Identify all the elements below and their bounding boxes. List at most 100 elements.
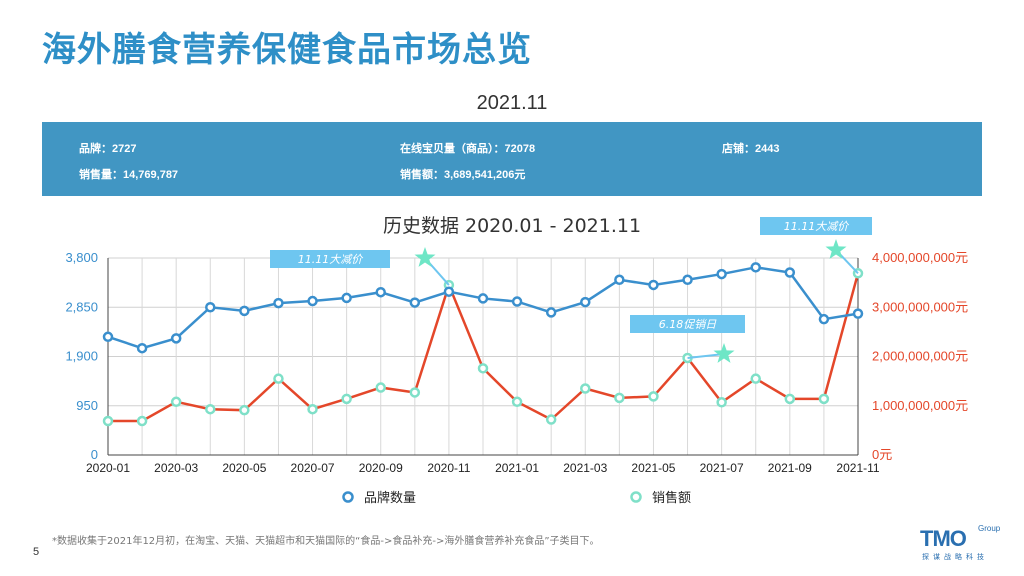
brand-count-point — [818, 313, 830, 325]
sales-revenue-point — [818, 393, 830, 405]
brand-count-point — [750, 262, 761, 273]
y-left-tick-label: 950 — [76, 398, 98, 413]
sales-revenue-point — [750, 373, 761, 384]
y-left-tick-label: 3,800 — [65, 250, 98, 265]
x-tick-label: 2021-01 — [495, 461, 539, 475]
stat-sales-volume-value: 14,769,787 — [123, 169, 179, 181]
y-left-tick-label: 0 — [91, 447, 98, 462]
brand-count-point — [580, 296, 591, 308]
star-icon — [825, 239, 847, 259]
report-period: 2021.11 — [476, 92, 548, 114]
stat-items: 在线宝贝量（商品）：72078 — [400, 140, 535, 156]
stat-sales-volume-label: 销售量： — [79, 169, 123, 181]
x-tick-label: 2021-07 — [700, 461, 744, 475]
sales-revenue-point — [477, 363, 489, 374]
chart-grid — [108, 257, 859, 455]
x-tick-label: 2021-09 — [768, 461, 812, 475]
x-tick-label: 2021-05 — [631, 461, 675, 475]
brand-count-point — [273, 297, 284, 309]
brand-count-point — [239, 305, 250, 317]
stat-revenue-value: 3,689,541,206元 — [444, 169, 526, 181]
x-tick-label: 2020-09 — [359, 461, 403, 475]
y-right-tick-label: 3,000,000,000元 — [872, 299, 968, 314]
sales-revenue-point — [136, 415, 148, 427]
x-tick-label: 2020-05 — [222, 461, 266, 475]
brand-count-point — [682, 274, 693, 286]
stat-brand-value: 2727 — [112, 143, 137, 155]
sales-revenue-point — [239, 404, 250, 416]
sales-revenue-point — [580, 383, 591, 394]
chart-markers — [102, 262, 864, 427]
stat-items-label: 在线宝贝量（商品）： — [400, 143, 505, 155]
stat-brand: 品牌：2727 — [79, 140, 136, 156]
logo-group-text: Group — [978, 524, 1001, 533]
sales-revenue-point — [205, 403, 216, 415]
brand-count-point — [511, 296, 523, 307]
sales-revenue-point — [375, 382, 386, 393]
sales-revenue-point — [784, 393, 796, 405]
stat-shops-value: 2443 — [755, 143, 780, 155]
y-right-tick-label: 2,000,000,000元 — [872, 349, 968, 364]
annotation-label: 11.11大减价 — [298, 253, 363, 266]
legend-sales-label: 销售额 — [652, 490, 691, 506]
chart-title: 历史数据 2020.01 - 2021.11 — [383, 215, 641, 237]
footnote: *数据收集于2021年12月初，在淘宝、天猫、天猫超市和天猫国际的“食品->食品… — [52, 536, 600, 547]
legend-brand-label: 品牌数量 — [364, 490, 416, 506]
sales-revenue-point — [341, 393, 352, 405]
page-number: 5 — [33, 546, 40, 558]
brand-count-point — [375, 286, 386, 298]
annotation-box — [760, 217, 872, 235]
brand-count-point — [648, 279, 659, 291]
annotation-box — [630, 315, 745, 333]
x-tick-label: 2021-03 — [563, 461, 607, 475]
logo-mark: TMO — [920, 526, 967, 551]
chart-annotations: 11.11大减价 6.18促销日 11.11大减价 — [270, 217, 872, 363]
y-right-tick-label: 1,000,000,000元 — [872, 398, 968, 413]
stat-shops-label: 店铺： — [722, 143, 755, 155]
sales-revenue-point — [307, 403, 318, 415]
x-tick-label: 2020-07 — [291, 461, 335, 475]
brand-count-point — [170, 333, 182, 344]
brand-count-point — [545, 307, 557, 318]
x-tick-label: 2020-01 — [86, 461, 130, 475]
brand-count-point — [716, 268, 727, 280]
brand-count-point — [341, 292, 352, 304]
sales-revenue-point — [648, 391, 659, 402]
brand-count-point — [136, 342, 148, 354]
stat-items-value: 72078 — [504, 143, 536, 155]
x-tick-label: 2021-11 — [836, 461, 879, 475]
brand-count-point — [443, 286, 455, 297]
stat-shops: 店铺：2443 — [722, 140, 779, 156]
x-tick-label: 2020-11 — [427, 461, 470, 475]
sales-revenue-point — [170, 396, 182, 408]
annotation-label: 6.18促销日 — [659, 318, 717, 331]
sales-revenue-point — [511, 396, 523, 408]
brand-count-point — [614, 274, 625, 286]
annotation-label: 11.11大减价 — [784, 220, 849, 233]
logo-subtitle: 探谋战略科技 — [922, 553, 988, 561]
sales-revenue-point — [545, 414, 557, 425]
brand-count-point — [102, 331, 114, 343]
star-icon — [414, 247, 436, 267]
x-tick-label: 2020-03 — [154, 461, 198, 475]
brand-count-point — [852, 308, 864, 319]
star-icon — [713, 343, 735, 363]
brand-count-point — [409, 297, 421, 308]
sales-revenue-point — [273, 373, 284, 384]
page-title: 海外膳食营养保健食品市场总览 — [42, 30, 532, 70]
summary-stats-panel: 品牌：2727 销售量：14,769,787 在线宝贝量（商品）：72078 销… — [42, 122, 982, 196]
sales-revenue-point — [614, 392, 625, 404]
stat-brand-label: 品牌： — [79, 143, 112, 155]
annotation-leader-line — [687, 353, 725, 359]
brand-count-point — [477, 293, 489, 304]
chart-legend: 品牌数量 销售额 — [342, 490, 691, 506]
stat-revenue: 销售额：3,689,541,206元 — [400, 166, 525, 182]
y-left-tick-label: 1,900 — [65, 349, 98, 364]
brand-count-point — [784, 267, 796, 278]
y-right-tick-label: 4,000,000,000元 — [872, 250, 968, 265]
sales-revenue-point — [716, 397, 727, 408]
legend-brand-marker — [342, 491, 354, 503]
y-left-tick-label: 2,850 — [65, 299, 98, 314]
sales-revenue-point — [409, 387, 421, 398]
